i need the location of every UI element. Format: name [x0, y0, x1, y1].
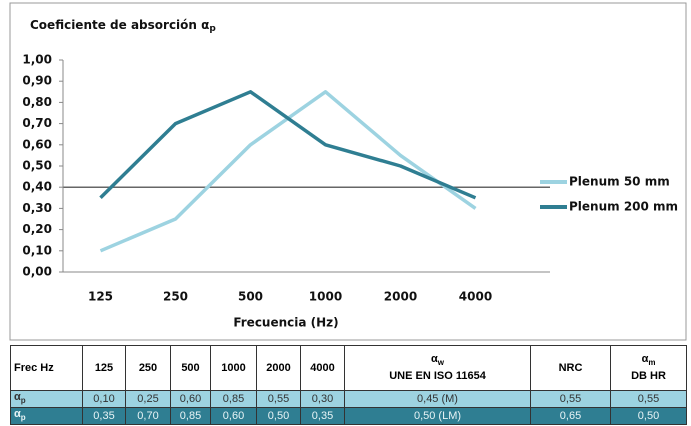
cell-text: 0,55 — [267, 392, 290, 405]
data-table: Frec Hz 125 250 500 1000 2000 4000 αw UNE EN ISO… — [10, 345, 688, 426]
y-tick-label: 0,30 — [22, 201, 52, 215]
cell-text: 125 — [94, 361, 114, 374]
table-cell: 0,50 — [256, 407, 301, 426]
table-cell: NRC — [530, 345, 612, 391]
x-tick-label: 4000 — [459, 290, 492, 304]
table-cell: 0,85 — [210, 389, 257, 409]
cell-text: α — [641, 353, 649, 366]
cell-text: 4000 — [310, 361, 335, 374]
cell-text: NRC — [558, 361, 583, 374]
y-tick-label: 0,10 — [22, 243, 52, 257]
cell-text: m — [648, 358, 656, 368]
table-cell: 0,55 — [530, 389, 612, 409]
table-cell: 500 — [170, 345, 211, 391]
chart-frame — [9, 2, 687, 341]
cell-text: 0,55 — [559, 392, 582, 405]
table-row: αp 0,10 0,25 0,60 0,85 0,55 0,30 0,45 (M) 0,55 0,… — [10, 389, 688, 409]
x-tick-label: 500 — [238, 290, 263, 304]
y-tick-label: 0,70 — [22, 116, 52, 130]
table-cell: 2000 — [256, 345, 301, 391]
table-cell: αp — [10, 407, 83, 426]
table-cell: 0,50 — [610, 407, 688, 426]
table-cell: 0,55 — [610, 389, 688, 409]
y-tick-label: 0,40 — [22, 180, 52, 194]
cell-text: 0,50 — [637, 409, 660, 422]
table-cell: 0,35 — [82, 407, 126, 426]
table-cell: αm DB HR — [610, 345, 688, 391]
x-tick-label: 250 — [163, 290, 188, 304]
table-cell: 0,10 — [82, 389, 126, 409]
table-cell: 0,85 — [170, 407, 211, 426]
cell-text: 0,60 — [222, 409, 245, 422]
table-cell: 0,60 — [170, 389, 211, 409]
cell-text: UNE EN ISO 11654 — [389, 369, 486, 382]
table-cell: 0,50 (LM) — [343, 407, 532, 426]
x-tick-label: 125 — [88, 290, 113, 304]
cell-text: 0,50 — [267, 409, 290, 422]
cell-text: 1000 — [221, 361, 246, 374]
table-cell: 125 — [82, 345, 126, 391]
cell-text: p — [20, 413, 26, 423]
cell-text: 0,65 — [559, 409, 582, 422]
y-tick-label: 0,20 — [22, 222, 52, 236]
cell-text: 0,85 — [179, 409, 202, 422]
y-tick-label: 0,90 — [22, 74, 52, 88]
chart-title: Coeficiente de absorción αp — [30, 18, 216, 34]
table-cell: 0,55 — [256, 389, 301, 409]
title-subscript: p — [209, 24, 216, 34]
cell-text: 250 — [138, 361, 158, 374]
table-cell: αw UNE EN ISO 11654 — [343, 345, 532, 391]
cell-text: 0,30 — [311, 392, 334, 405]
cell-text: α — [14, 391, 21, 403]
table-row: αp 0,35 0,70 0,85 0,60 0,50 0,35 0,50 (LM) 0,65 0… — [10, 407, 688, 426]
legend-label: Plenum 50 mm — [569, 175, 670, 189]
cell-text: 0,25 — [137, 392, 159, 405]
cell-text: 0,50 (LM) — [413, 409, 462, 422]
table-cell: 0,45 (M) — [343, 389, 532, 409]
table-cell: αp — [10, 389, 83, 409]
y-tick-label: 0,60 — [22, 137, 52, 151]
series-line — [99, 90, 477, 200]
table-cell: 250 — [125, 345, 171, 391]
cell-text: 0,60 — [179, 392, 202, 405]
cell-text: 0,45 (M) — [417, 392, 458, 405]
cell-text: Frec Hz — [14, 361, 54, 374]
title-text: Coeficiente de absorción α — [30, 18, 209, 32]
table-cell: Frec Hz — [10, 345, 83, 391]
y-tick-label: 0,00 — [22, 265, 52, 279]
cell-text: 500 — [181, 361, 200, 374]
table-cell: 0,35 — [300, 407, 345, 426]
cell-text: 0,35 — [311, 409, 334, 422]
cell-text: 0,85 — [222, 392, 245, 405]
cell-text: α — [14, 408, 21, 421]
table-cell: 1000 — [210, 345, 257, 391]
cell-text: w — [437, 358, 444, 368]
x-axis-label: Frecuencia (Hz) — [233, 316, 338, 330]
chart: Coeficiente de absorción αp Frecuencia (… — [9, 2, 687, 341]
cell-text: 0,55 — [637, 392, 660, 405]
legend-label: Plenum 200 mm — [569, 200, 678, 214]
x-tick-label: 1000 — [309, 290, 342, 304]
cell-text: 2000 — [266, 361, 291, 374]
table-row: Frec Hz 125 250 500 1000 2000 4000 αw UNE EN ISO… — [10, 345, 688, 391]
y-tick-label: 0,50 — [22, 159, 52, 173]
y-tick-label: 0,80 — [22, 95, 52, 109]
cell-text: 0,70 — [137, 409, 159, 422]
table-cell: 0,60 — [210, 407, 257, 426]
cell-text: 0,10 — [93, 392, 115, 405]
cell-text: DB HR — [631, 369, 666, 382]
cell-text: p — [20, 396, 26, 406]
table-cell: 0,30 — [300, 389, 345, 409]
y-tick-label: 1,00 — [22, 53, 52, 67]
cell-text: 0,35 — [93, 409, 115, 422]
table-cell: 0,25 — [125, 389, 171, 409]
table-cell: 4000 — [300, 345, 345, 391]
x-tick-label: 2000 — [384, 290, 417, 304]
table-cell: 0,65 — [530, 407, 612, 426]
table-cell: 0,70 — [125, 407, 171, 426]
cell-text: α — [431, 353, 438, 366]
